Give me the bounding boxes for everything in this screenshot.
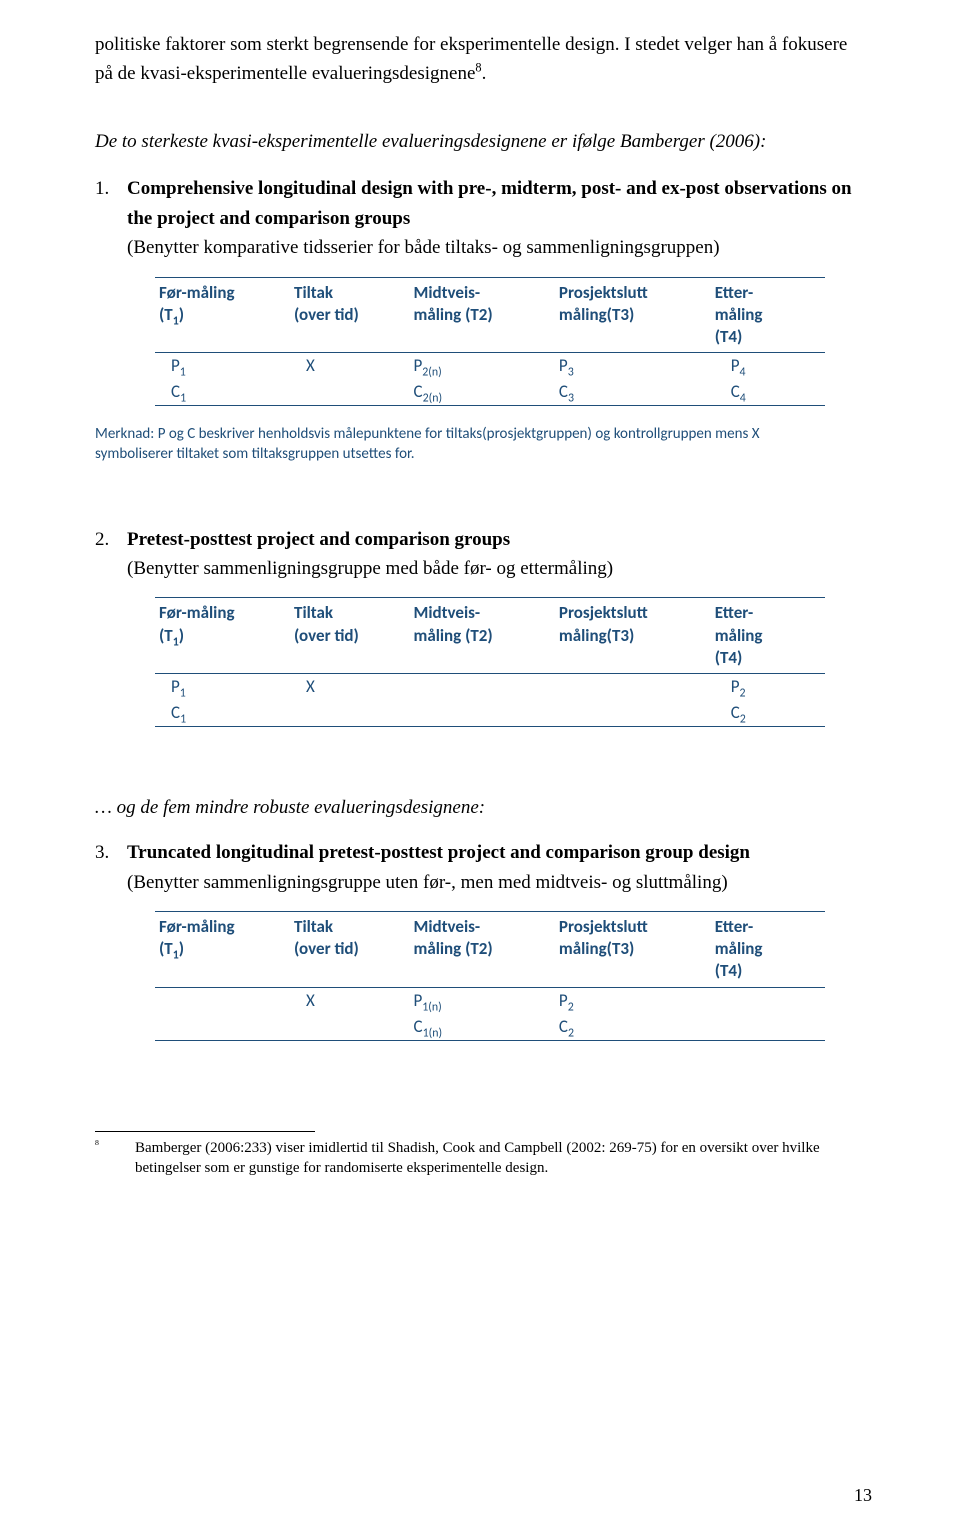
cell: P1 — [155, 352, 290, 379]
cell — [555, 700, 711, 727]
footnote-separator — [95, 1131, 315, 1132]
th-etter: Etter-måling(T4) — [711, 598, 825, 673]
cell: C2 — [711, 700, 825, 727]
cell: P3 — [555, 352, 711, 379]
cell: P1 — [155, 673, 290, 700]
design-item-3: 3. Truncated longitudinal pretest-postte… — [95, 838, 870, 897]
cell: X — [290, 352, 409, 379]
cell: C1 — [155, 700, 290, 727]
table-2-header-row: Før-måling(T1) Tiltak(over tid) Midtveis… — [155, 598, 825, 673]
th-before: Før-måling(T1) — [155, 912, 290, 987]
cell: C1(n) — [409, 1014, 554, 1041]
cell: C2(n) — [409, 379, 554, 406]
design-table-1: Før-måling(T1) Tiltak(over tid) Midtveis… — [155, 277, 825, 406]
cell: C1 — [155, 379, 290, 406]
item-1-number: 1. — [95, 174, 127, 262]
item-2-title: Pretest-posttest project and comparison … — [127, 529, 510, 550]
design-item-2: 2. Pretest-posttest project and comparis… — [95, 525, 870, 584]
table-1-header-row: Før-måling(T1) Tiltak(over tid) Midtveis… — [155, 277, 825, 352]
th-etter: Etter-måling(T4) — [711, 912, 825, 987]
intro-paragraph-2: De to sterkeste kvasi-eksperimentelle ev… — [95, 127, 870, 156]
cell: P2(n) — [409, 352, 554, 379]
cell — [290, 700, 409, 727]
intro-text-1a: politiske faktorer som sterkt begrensend… — [95, 34, 847, 84]
cell — [711, 1014, 825, 1041]
table-row: C1(n) C2 — [155, 1014, 825, 1041]
table-row: C1 C2 — [155, 700, 825, 727]
cell — [409, 700, 554, 727]
th-tiltak: Tiltak(over tid) — [290, 277, 409, 352]
th-midtveis: Midtveis-måling (T2) — [409, 912, 554, 987]
th-etter: Etter-måling(T4) — [711, 277, 825, 352]
footnote-body: Bamberger (2006:233) viser imidlertid ti… — [135, 1138, 870, 1179]
cell: C2 — [555, 1014, 711, 1041]
table-row: X P1(n) P2 — [155, 987, 825, 1014]
cell — [155, 987, 290, 1014]
cell: X — [290, 987, 409, 1014]
intro-text-1b: . — [482, 63, 487, 84]
middle-paragraph: … og de fem mindre robuste evalueringsde… — [95, 793, 870, 822]
cell: C3 — [555, 379, 711, 406]
th-midtveis: Midtveis-måling (T2) — [409, 598, 554, 673]
table-1-note: Merknad: P og C beskriver henholdsvis må… — [95, 424, 870, 465]
item-3-desc: (Benytter sammenligningsgruppe uten før-… — [127, 872, 728, 893]
th-prosjektslutt: Prosjektsluttmåling(T3) — [555, 277, 711, 352]
cell: P4 — [711, 352, 825, 379]
page-number: 13 — [854, 1485, 872, 1506]
th-before: Før-måling(T1) — [155, 277, 290, 352]
item-3-title: Truncated longitudinal pretest-posttest … — [127, 842, 750, 863]
cell — [409, 673, 554, 700]
item-2-desc: (Benytter sammenligningsgruppe med både … — [127, 558, 613, 579]
th-prosjektslutt: Prosjektsluttmåling(T3) — [555, 598, 711, 673]
item-3-number: 3. — [95, 838, 127, 897]
intro-paragraph-1: politiske faktorer som sterkt begrensend… — [95, 30, 870, 89]
cell: C4 — [711, 379, 825, 406]
table-row: P1 X P2(n) P3 P4 — [155, 352, 825, 379]
design-table-2: Før-måling(T1) Tiltak(over tid) Midtveis… — [155, 597, 825, 726]
cell: P2 — [711, 673, 825, 700]
cell: X — [290, 673, 409, 700]
table-row: P1 X P2 — [155, 673, 825, 700]
table-row: C1 C2(n) C3 C4 — [155, 379, 825, 406]
th-before: Før-måling(T1) — [155, 598, 290, 673]
item-1-desc: (Benytter komparative tidsserier for båd… — [127, 237, 720, 258]
item-2-number: 2. — [95, 525, 127, 584]
th-prosjektslutt: Prosjektsluttmåling(T3) — [555, 912, 711, 987]
cell — [711, 987, 825, 1014]
table-3-header-row: Før-måling(T1) Tiltak(over tid) Midtveis… — [155, 912, 825, 987]
design-table-3: Før-måling(T1) Tiltak(over tid) Midtveis… — [155, 911, 825, 1040]
cell — [155, 1014, 290, 1041]
footnote-8: 8 Bamberger (2006:233) viser imidlertid … — [95, 1138, 870, 1179]
th-tiltak: Tiltak(over tid) — [290, 912, 409, 987]
cell: P1(n) — [409, 987, 554, 1014]
cell — [290, 379, 409, 406]
footnote-number: 8 — [95, 1138, 99, 1147]
th-tiltak: Tiltak(over tid) — [290, 598, 409, 673]
cell — [555, 673, 711, 700]
design-item-1: 1. Comprehensive longitudinal design wit… — [95, 174, 870, 262]
th-midtveis: Midtveis-måling (T2) — [409, 277, 554, 352]
cell: P2 — [555, 987, 711, 1014]
cell — [290, 1014, 409, 1041]
item-1-title: Comprehensive longitudinal design with p… — [127, 178, 852, 228]
